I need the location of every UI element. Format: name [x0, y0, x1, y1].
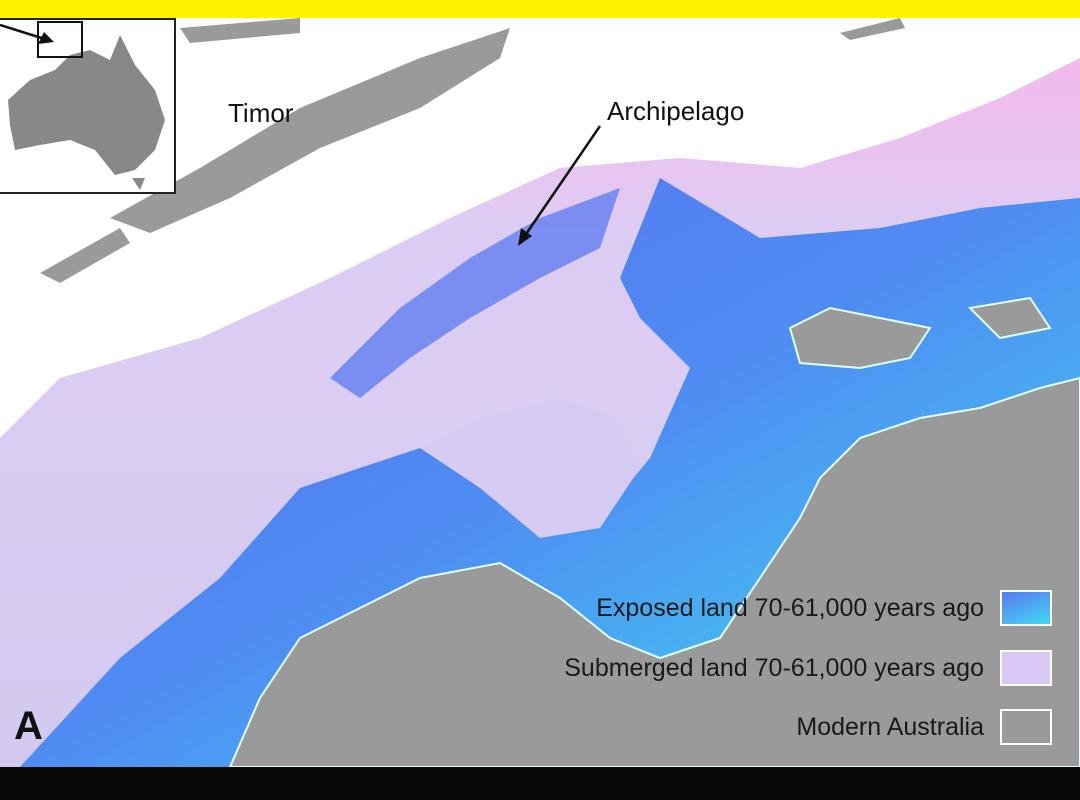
archipelago-arrowhead — [518, 228, 532, 246]
inset-arrowhead — [38, 32, 54, 44]
map-canvas: Timor Archipelago A Exposed land 70-61,0… — [0, 18, 1080, 767]
panel-letter: A — [14, 704, 43, 748]
timor-island — [110, 28, 510, 233]
legend-label: Modern Australia — [796, 712, 984, 741]
legend-item-exposed: Exposed land 70-61,000 years ago — [596, 590, 1052, 626]
archipelago-patches — [330, 188, 620, 398]
australia-silhouette — [8, 35, 165, 175]
modern-australia — [228, 376, 1080, 767]
archipelago-label: Archipelago — [607, 96, 745, 126]
archipelago-arrow — [520, 125, 602, 241]
legend-label: Submerged land 70-61,000 years ago — [564, 653, 984, 682]
legend-label: Exposed land 70-61,000 years ago — [596, 593, 984, 622]
island-kimberley-north — [788, 306, 932, 370]
inset-arrow — [0, 23, 49, 42]
top-banner — [0, 0, 1080, 18]
submerged-bay — [420, 398, 640, 538]
timor-label: Timor — [228, 98, 294, 128]
legend-item-submerged: Submerged land 70-61,000 years ago — [564, 650, 1052, 686]
island-ne — [840, 18, 905, 40]
legend-item-modern: Modern Australia — [796, 709, 1052, 745]
australia-inset-map — [0, 18, 176, 194]
legend-swatch-exposed — [1000, 590, 1052, 626]
bottom-banner — [0, 767, 1080, 800]
legend-swatch-modern — [1000, 709, 1052, 745]
island-north — [180, 18, 300, 43]
legend-swatch-submerged — [1000, 650, 1052, 686]
island-west — [40, 228, 130, 283]
island-northeast — [967, 296, 1052, 340]
map-graphic — [0, 18, 1080, 767]
inset-focus-box — [37, 21, 83, 58]
tasmania — [132, 178, 145, 190]
